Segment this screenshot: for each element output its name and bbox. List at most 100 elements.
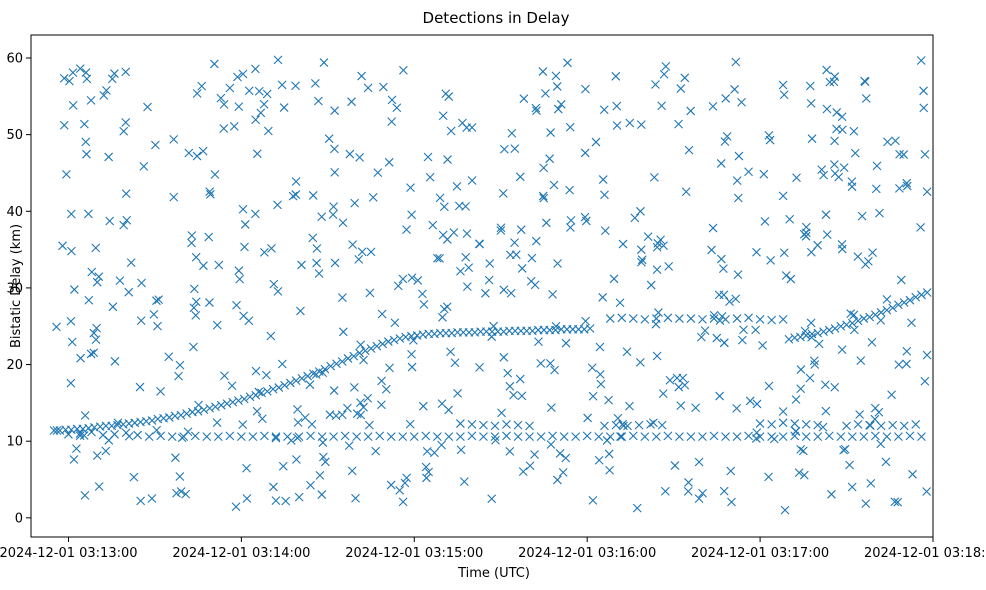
data-point xyxy=(62,169,71,179)
data-point xyxy=(80,411,90,420)
data-point xyxy=(206,189,215,199)
data-point xyxy=(758,341,767,350)
data-point xyxy=(517,391,527,401)
data-point xyxy=(550,365,559,375)
data-point xyxy=(438,230,448,240)
data-point xyxy=(490,421,500,431)
data-point xyxy=(824,431,834,441)
data-point xyxy=(68,100,78,110)
data-point xyxy=(855,410,865,419)
data-point xyxy=(721,94,731,103)
data-point xyxy=(595,342,605,352)
data-point xyxy=(204,232,214,242)
data-point xyxy=(110,356,120,366)
y-axis-label: Bistatic Delay (km) xyxy=(9,224,24,348)
data-point xyxy=(147,416,157,425)
data-point xyxy=(340,431,350,441)
data-point xyxy=(395,485,405,495)
data-point xyxy=(238,420,248,429)
data-point xyxy=(643,232,653,242)
data-point xyxy=(86,349,96,359)
data-point xyxy=(716,159,726,168)
data-point xyxy=(792,173,801,183)
data-point xyxy=(895,149,904,159)
data-point xyxy=(58,241,67,251)
data-point xyxy=(853,316,863,326)
data-point xyxy=(92,277,102,287)
data-point xyxy=(212,320,222,330)
data-point xyxy=(121,189,131,199)
data-point xyxy=(86,96,96,105)
data-point xyxy=(665,375,675,385)
data-point xyxy=(922,487,932,496)
data-point xyxy=(308,191,318,200)
data-point xyxy=(744,313,753,323)
data-point xyxy=(594,455,604,465)
data-point xyxy=(238,204,248,214)
data-point xyxy=(846,309,856,319)
data-point xyxy=(149,310,159,319)
data-point xyxy=(821,210,831,220)
data-point xyxy=(510,238,519,248)
data-point xyxy=(541,218,551,228)
data-point xyxy=(92,323,101,333)
data-point xyxy=(345,149,355,159)
data-point xyxy=(707,245,716,255)
data-point xyxy=(899,421,909,431)
data-point xyxy=(555,449,565,458)
data-point xyxy=(280,380,289,390)
data-point xyxy=(806,318,816,328)
data-point xyxy=(617,432,627,441)
data-point xyxy=(198,146,208,156)
data-point xyxy=(525,421,534,431)
data-point xyxy=(813,432,823,441)
data-point xyxy=(444,432,454,441)
data-point xyxy=(807,332,816,342)
data-point xyxy=(108,302,118,312)
data-point xyxy=(917,290,926,300)
data-point xyxy=(565,185,574,195)
data-point xyxy=(600,421,609,431)
data-point xyxy=(303,371,313,381)
data-point xyxy=(499,285,509,295)
data-point xyxy=(474,239,484,249)
data-point xyxy=(859,314,869,323)
data-point xyxy=(605,314,615,323)
data-point xyxy=(836,432,846,441)
data-point xyxy=(285,378,295,388)
data-point xyxy=(779,90,789,100)
data-point xyxy=(525,432,534,441)
data-point xyxy=(801,331,811,340)
data-point xyxy=(842,421,851,431)
data-point xyxy=(260,247,269,257)
data-point xyxy=(81,137,91,147)
data-point xyxy=(780,505,790,515)
data-point xyxy=(497,408,506,418)
data-point xyxy=(731,294,741,304)
data-point xyxy=(790,419,800,428)
data-point xyxy=(199,261,208,271)
data-point xyxy=(518,467,528,477)
data-point xyxy=(343,403,352,413)
data-point xyxy=(442,302,452,312)
data-point xyxy=(525,461,535,471)
data-point xyxy=(368,192,378,202)
y-tick-label: 0 xyxy=(15,511,23,526)
data-point xyxy=(733,270,743,279)
data-point xyxy=(443,155,452,164)
data-point xyxy=(807,134,817,144)
data-point xyxy=(559,432,569,441)
data-point xyxy=(719,290,729,300)
data-point xyxy=(663,313,673,323)
data-point xyxy=(378,339,387,349)
data-point xyxy=(865,312,874,322)
data-point xyxy=(916,56,926,65)
data-point xyxy=(883,137,892,147)
data-point xyxy=(294,432,304,441)
data-point xyxy=(842,320,851,330)
data-point xyxy=(755,432,765,441)
data-point xyxy=(312,258,322,268)
data-point xyxy=(822,230,832,240)
data-point xyxy=(238,69,248,79)
data-point xyxy=(684,145,694,155)
